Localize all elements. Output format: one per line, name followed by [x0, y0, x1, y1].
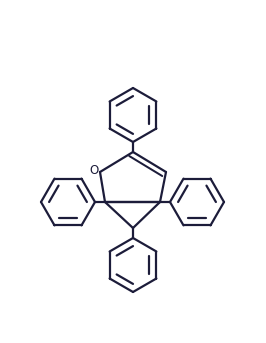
Text: O: O — [89, 164, 99, 177]
